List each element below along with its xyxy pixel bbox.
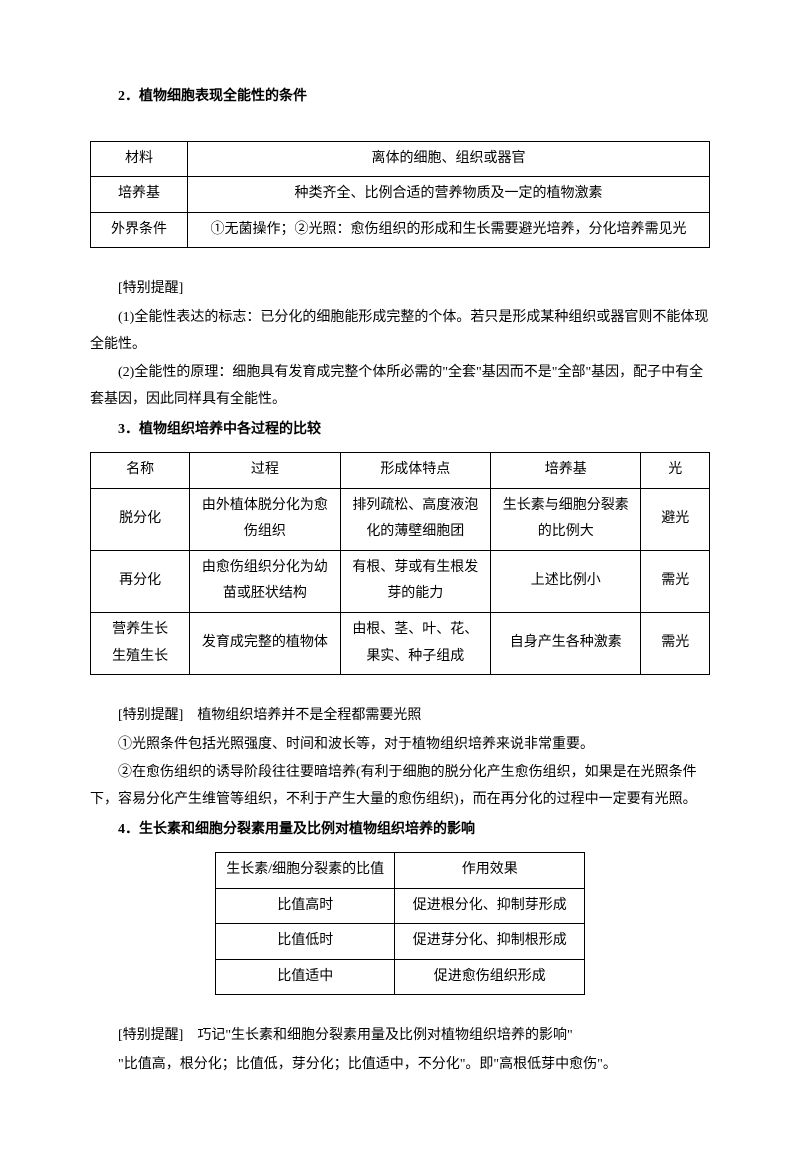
- col-header: 生长素/细胞分裂素的比值: [216, 853, 395, 889]
- cell: 促进根分化、抑制芽形成: [395, 888, 585, 924]
- note-text: (1)全能性表达的标志：已分化的细胞能形成完整的个体。若只是形成某种组织或器官则…: [90, 305, 710, 358]
- table-header-row: 名称 过程 形成体特点 培养基 光: [91, 452, 710, 488]
- col-header: 作用效果: [395, 853, 585, 889]
- cell: 比值高时: [216, 888, 395, 924]
- table-row: 脱分化 由外植体脱分化为愈伤组织 排列疏松、高度液泡化的薄壁细胞团 生长素与细胞…: [91, 488, 710, 550]
- col-header: 培养基: [491, 452, 641, 488]
- cell: 需光: [641, 550, 710, 612]
- note-text: ①光照条件包括光照强度、时间和波长等，对于植物组织培养来说非常重要。: [90, 732, 710, 759]
- cell: 自身产生各种激素: [491, 612, 641, 674]
- cell-label: 培养基: [91, 177, 188, 213]
- table-row: 培养基 种类齐全、比例合适的营养物质及一定的植物激素: [91, 177, 710, 213]
- col-header: 形成体特点: [340, 452, 490, 488]
- note-text: "比值高，根分化；比值低，芽分化；比值适中，不分化"。即"高根低芽中愈伤"。: [90, 1052, 710, 1079]
- note-text: ②在愈伤组织的诱导阶段往往要暗培养(有利于细胞的脱分化产生愈伤组织，如果是在光照…: [90, 760, 710, 813]
- table-row: 营养生长 生殖生长 发育成完整的植物体 由根、茎、叶、花、果实、种子组成 自身产…: [91, 612, 710, 674]
- cell: 需光: [641, 612, 710, 674]
- ratio-effect-table: 生长素/细胞分裂素的比值 作用效果 比值高时 促进根分化、抑制芽形成 比值低时 …: [215, 852, 585, 995]
- cell-line: 营养生长: [99, 617, 181, 644]
- note-label: [特别提醒] 巧记"生长素和细胞分裂素用量及比例对植物组织培养的影响": [90, 1023, 710, 1050]
- table-row: 比值高时 促进根分化、抑制芽形成: [216, 888, 585, 924]
- table-row: 比值低时 促进芽分化、抑制根形成: [216, 924, 585, 960]
- cell: 比值低时: [216, 924, 395, 960]
- section-heading-3: 3．植物组织培养中各过程的比较: [90, 417, 710, 444]
- cell: 避光: [641, 488, 710, 550]
- cell: 上述比例小: [491, 550, 641, 612]
- cell: 脱分化: [91, 488, 190, 550]
- table-row: 比值适中 促进愈伤组织形成: [216, 959, 585, 995]
- cell: 发育成完整的植物体: [190, 612, 340, 674]
- section-heading-4: 4．生长素和细胞分裂素用量及比例对植物组织培养的影响: [90, 817, 710, 844]
- cell: 比值适中: [216, 959, 395, 995]
- cell-line: 生殖生长: [99, 644, 181, 671]
- cell-value: 种类齐全、比例合适的营养物质及一定的植物激素: [188, 177, 710, 213]
- cell: 营养生长 生殖生长: [91, 612, 190, 674]
- cell-label: 外界条件: [91, 212, 188, 248]
- cell: 促进愈伤组织形成: [395, 959, 585, 995]
- conditions-table: 材料 离体的细胞、组织或器官 培养基 种类齐全、比例合适的营养物质及一定的植物激…: [90, 141, 710, 249]
- cell-value: ①无菌操作；②光照：愈伤组织的形成和生长需要避光培养，分化培养需见光: [188, 212, 710, 248]
- note-text: (2)全能性的原理：细胞具有发育成完整个体所必需的"全套"基因而不是"全部"基因…: [90, 360, 710, 413]
- cell: 由根、茎、叶、花、果实、种子组成: [340, 612, 490, 674]
- cell: 促进芽分化、抑制根形成: [395, 924, 585, 960]
- table-row: 再分化 由愈伤组织分化为幼苗或胚状结构 有根、芽或有生根发芽的能力 上述比例小 …: [91, 550, 710, 612]
- cell: 再分化: [91, 550, 190, 612]
- cell: 有根、芽或有生根发芽的能力: [340, 550, 490, 612]
- section-heading-2: 2．植物细胞表现全能性的条件: [90, 84, 710, 111]
- cell-label: 材料: [91, 141, 188, 177]
- cell: 由外植体脱分化为愈伤组织: [190, 488, 340, 550]
- table-row: 材料 离体的细胞、组织或器官: [91, 141, 710, 177]
- col-header: 过程: [190, 452, 340, 488]
- cell: 由愈伤组织分化为幼苗或胚状结构: [190, 550, 340, 612]
- col-header: 名称: [91, 452, 190, 488]
- cell: 排列疏松、高度液泡化的薄壁细胞团: [340, 488, 490, 550]
- note-label: [特别提醒] 植物组织培养并不是全程都需要光照: [90, 703, 710, 730]
- table-row: 外界条件 ①无菌操作；②光照：愈伤组织的形成和生长需要避光培养，分化培养需见光: [91, 212, 710, 248]
- table-header-row: 生长素/细胞分裂素的比值 作用效果: [216, 853, 585, 889]
- cell: 生长素与细胞分裂素的比例大: [491, 488, 641, 550]
- process-comparison-table: 名称 过程 形成体特点 培养基 光 脱分化 由外植体脱分化为愈伤组织 排列疏松、…: [90, 452, 710, 675]
- cell-value: 离体的细胞、组织或器官: [188, 141, 710, 177]
- note-label: [特别提醒]: [90, 276, 710, 303]
- col-header: 光: [641, 452, 710, 488]
